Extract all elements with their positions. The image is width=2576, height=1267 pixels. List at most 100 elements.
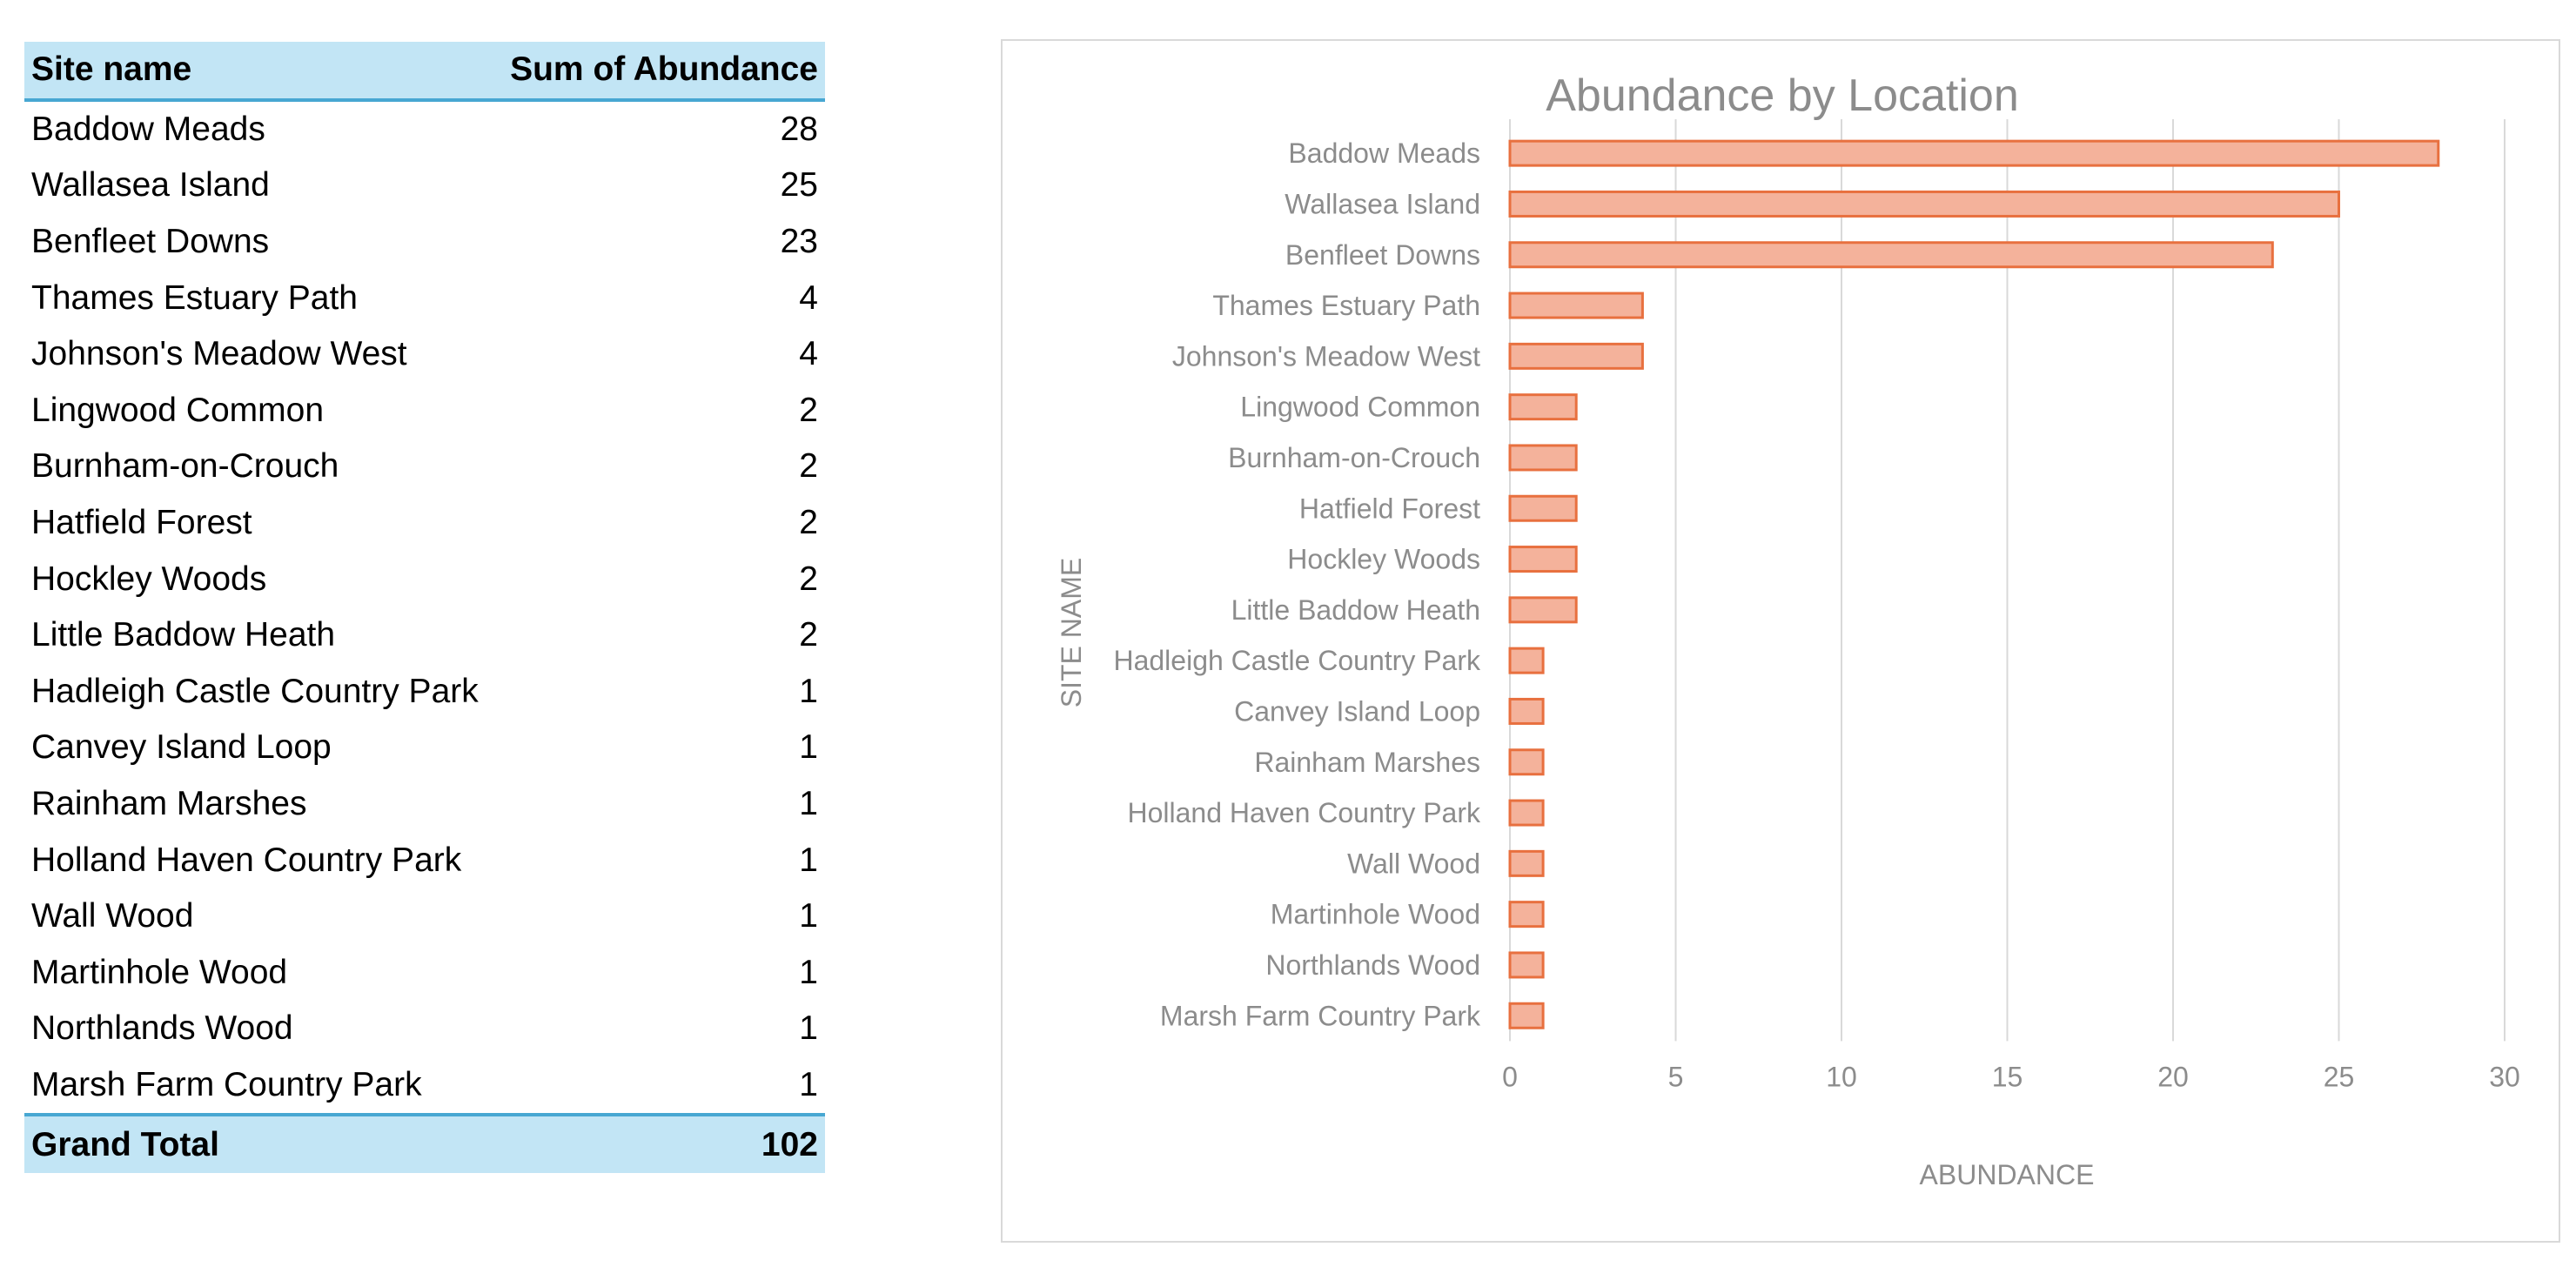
abundance-cell[interactable]: 1 (799, 728, 818, 767)
bar[interactable] (1508, 697, 1545, 725)
abundance-cell[interactable]: 1 (799, 953, 818, 991)
category-label: Marsh Farm Country Park (1160, 1000, 1481, 1031)
x-tick-label: 0 (1502, 1061, 1518, 1092)
category-label: Martinhole Wood (1271, 899, 1480, 930)
pivot-table: Site name Sum of Abundance Baddow Meads 2… (24, 42, 825, 1173)
grand-total-row: Grand Total 102 (24, 1113, 825, 1173)
abundance-cell[interactable]: 25 (780, 166, 818, 204)
category-label: Wallasea Island (1285, 188, 1480, 219)
chart-container[interactable]: Abundance by Location Baddow Meads Wallas… (1001, 39, 2560, 1243)
x-tick-labels: 0 5 10 15 20 25 30 (1502, 1061, 2520, 1092)
site-name-cell[interactable]: Thames Estuary Path (31, 278, 358, 317)
table-row: Little Baddow Heath 2 (24, 607, 825, 664)
category-label: Little Baddow Heath (1231, 594, 1480, 626)
site-name-cell[interactable]: Burnham-on-Crouch (31, 447, 339, 486)
abundance-cell[interactable]: 2 (799, 504, 818, 542)
abundance-cell[interactable]: 28 (780, 110, 818, 148)
site-name-cell[interactable]: Canvey Island Loop (31, 728, 332, 767)
abundance-cell[interactable]: 1 (799, 897, 818, 935)
x-tick-label: 10 (1826, 1061, 1857, 1092)
site-name-cell[interactable]: Northlands Wood (31, 1009, 293, 1048)
abundance-cell[interactable]: 4 (799, 335, 818, 373)
pivot-body: Baddow Meads 28 Wallasea Island 25 Benfleet … (24, 100, 825, 1116)
bar[interactable] (1508, 444, 1578, 472)
table-row: Rainham Marshes 1 (24, 776, 825, 833)
bar[interactable] (1508, 546, 1578, 573)
bar[interactable] (1508, 951, 1545, 979)
table-row: Hockley Woods 2 (24, 551, 825, 607)
abundance-cell[interactable]: 1 (799, 1009, 818, 1048)
abundance-cell[interactable]: 1 (799, 841, 818, 879)
site-name-cell[interactable]: Wallasea Island (31, 166, 270, 204)
category-label: Canvey Island Loop (1234, 695, 1480, 727)
category-label: Wall Wood (1347, 848, 1480, 879)
abundance-cell[interactable]: 1 (799, 785, 818, 823)
site-name-cell[interactable]: Hockley Woods (31, 560, 267, 598)
site-name-cell[interactable]: Little Baddow Heath (31, 616, 336, 654)
abundance-cell[interactable]: 2 (799, 391, 818, 429)
table-row: Wall Wood 1 (24, 888, 825, 945)
bar[interactable] (1508, 292, 1644, 319)
category-label: Thames Estuary Path (1212, 290, 1480, 321)
x-tick-label: 15 (1992, 1061, 2023, 1092)
header-site-name[interactable]: Site name (24, 42, 496, 102)
bar[interactable] (1508, 799, 1545, 827)
bar[interactable] (1508, 342, 1644, 370)
bars (1508, 139, 2440, 1029)
table-row: Wallasea Island 25 (24, 158, 825, 214)
header-sum-of-abundance[interactable]: Sum of Abundance (495, 42, 825, 102)
category-label: Lingwood Common (1240, 392, 1480, 423)
site-name-cell[interactable]: Benfleet Downs (31, 223, 270, 261)
category-label: Hadleigh Castle Country Park (1113, 645, 1481, 676)
abundance-cell[interactable]: 23 (780, 223, 818, 261)
bar[interactable] (1508, 190, 2340, 218)
table-row: Thames Estuary Path 4 (24, 270, 825, 326)
bar[interactable] (1508, 849, 1545, 877)
site-name-cell[interactable]: Hadleigh Castle Country Park (31, 672, 479, 710)
chart-title: Abundance by Location (1546, 70, 2019, 121)
grand-total-value[interactable]: 102 (495, 1113, 825, 1173)
x-tick-label: 30 (2489, 1061, 2520, 1092)
category-label: Hockley Woods (1287, 544, 1480, 575)
table-row: Martinhole Wood 1 (24, 945, 825, 1002)
bar[interactable] (1508, 901, 1545, 928)
bar[interactable] (1508, 241, 2274, 269)
category-label: Benfleet Downs (1285, 239, 1480, 271)
site-name-cell[interactable]: Lingwood Common (31, 391, 325, 429)
x-tick-label: 25 (2324, 1061, 2355, 1092)
bar[interactable] (1508, 748, 1545, 776)
x-axis-title: ABUNDANCE (1920, 1159, 2095, 1190)
abundance-cell[interactable]: 2 (799, 447, 818, 486)
category-label: Rainham Marshes (1254, 747, 1480, 778)
abundance-cell[interactable]: 2 (799, 560, 818, 598)
bar[interactable] (1508, 494, 1578, 522)
bar[interactable] (1508, 647, 1545, 674)
site-name-cell[interactable]: Martinhole Wood (31, 953, 288, 991)
category-label: Holland Haven Country Park (1127, 797, 1481, 828)
abundance-cell[interactable]: 1 (799, 1065, 818, 1103)
x-tick-label: 20 (2157, 1061, 2189, 1092)
site-name-cell[interactable]: Hatfield Forest (31, 504, 252, 542)
bar[interactable] (1508, 393, 1578, 421)
abundance-cell[interactable]: 2 (799, 616, 818, 654)
abundance-cell[interactable]: 4 (799, 278, 818, 317)
table-row: Marsh Farm Country Park 1 (24, 1057, 825, 1116)
bar[interactable] (1508, 139, 2440, 167)
bar[interactable] (1508, 1002, 1545, 1029)
y-axis-title: SITE NAME (1056, 558, 1087, 707)
category-label: Burnham-on-Crouch (1228, 442, 1480, 473)
site-name-cell[interactable]: Holland Haven Country Park (31, 841, 462, 879)
bar[interactable] (1508, 596, 1578, 624)
site-name-cell[interactable]: Marsh Farm Country Park (31, 1065, 422, 1103)
site-name-cell[interactable]: Johnson's Meadow West (31, 335, 407, 373)
grand-total-label[interactable]: Grand Total (24, 1113, 496, 1173)
site-name-cell[interactable]: Rainham Marshes (31, 785, 307, 823)
bar-chart: Abundance by Location Baddow Meads Wallas… (1056, 70, 2520, 1190)
category-label: Northlands Wood (1265, 949, 1480, 981)
table-row: Canvey Island Loop 1 (24, 720, 825, 776)
table-row: Hatfield Forest 2 (24, 495, 825, 552)
abundance-cell[interactable]: 1 (799, 672, 818, 710)
category-label: Hatfield Forest (1299, 493, 1480, 524)
site-name-cell[interactable]: Wall Wood (31, 897, 194, 935)
site-name-cell[interactable]: Baddow Meads (31, 110, 265, 148)
